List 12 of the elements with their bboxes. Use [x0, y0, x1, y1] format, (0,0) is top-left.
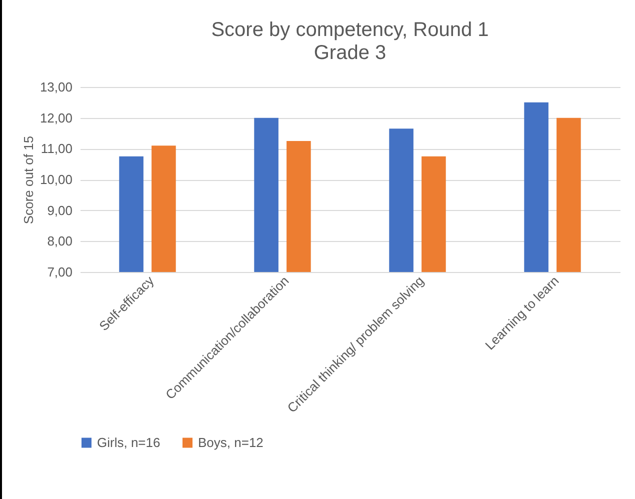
- chart-title: Score by competency, Round 1: [211, 19, 489, 41]
- y-tick-label: 8,00: [47, 234, 72, 249]
- y-tick-label: 13,00: [40, 80, 72, 94]
- y-tick-label: 7,00: [47, 264, 72, 280]
- legend-label: Girls, n=16: [97, 434, 160, 450]
- legend-label: Boys, n=12: [198, 434, 264, 450]
- y-axis-title: Score out of 15: [20, 136, 36, 224]
- y-tick-label: 12,00: [40, 110, 72, 126]
- y-tick-label: 11,00: [40, 141, 72, 156]
- chart-subtitle: Grade 3: [314, 42, 386, 64]
- y-tick-label: 9,00: [47, 202, 72, 218]
- y-tick-label: 10,00: [40, 172, 72, 187]
